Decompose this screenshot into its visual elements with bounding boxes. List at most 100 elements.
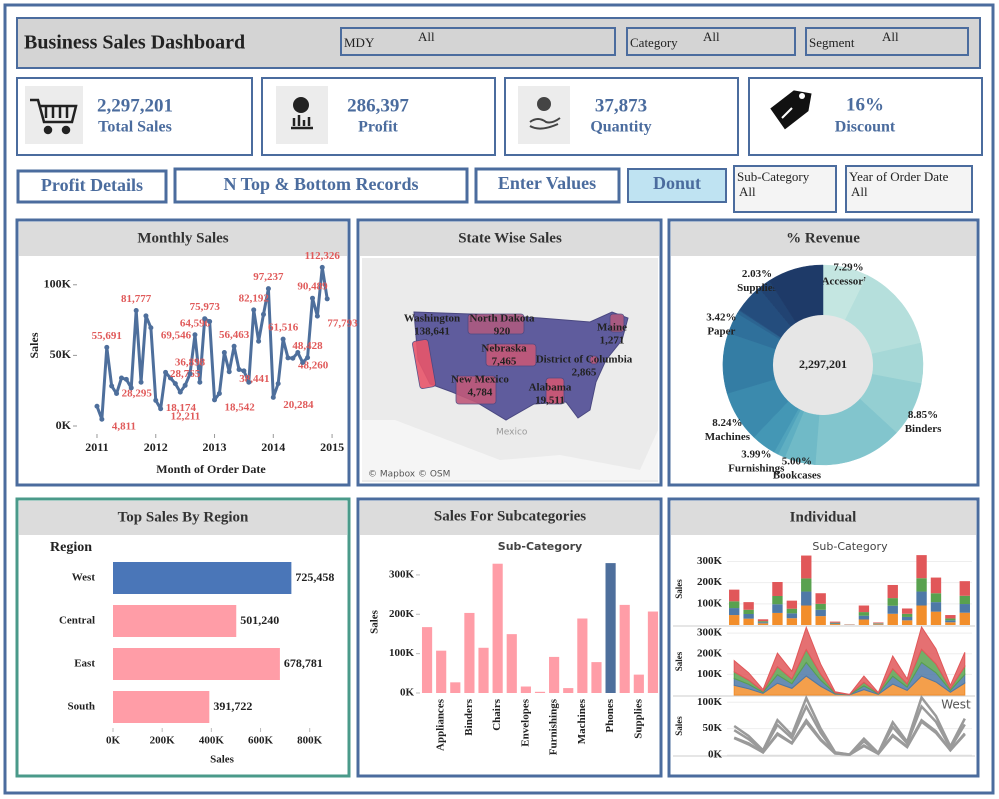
annotation: West — [941, 698, 971, 712]
bar — [605, 563, 616, 693]
x-tick-label: Appliances — [435, 698, 447, 751]
bar-segment — [887, 584, 898, 599]
bar-segment — [901, 608, 913, 614]
point — [167, 375, 173, 381]
x-tick-label: 2011 — [85, 440, 108, 454]
point — [295, 350, 301, 356]
panel-title: Sales For Subcategories — [434, 508, 586, 524]
filter-label: Category — [630, 35, 678, 50]
bar-segment — [916, 591, 927, 606]
bar-segment — [729, 601, 740, 609]
data-label: 12,211 — [171, 410, 201, 422]
x-tick-label: 2015 — [320, 440, 344, 454]
point — [265, 286, 271, 292]
point — [114, 391, 120, 397]
bar-segment — [887, 605, 898, 614]
kpi-value: 286,397 — [347, 95, 409, 116]
bar-segment — [945, 622, 956, 625]
bar — [113, 605, 237, 637]
bar — [619, 604, 630, 693]
button[interactable] — [474, 167, 621, 204]
state-value: 920 — [494, 326, 511, 338]
bar-segment — [887, 613, 898, 625]
bar — [113, 562, 292, 594]
bar — [113, 648, 280, 680]
data-label: 75,973 — [190, 301, 221, 313]
bar — [591, 662, 602, 693]
panel-title: Top Sales By Region — [118, 509, 249, 525]
filter-label: Year of Order Date — [849, 169, 949, 184]
filter-label: MDY — [344, 35, 375, 50]
state — [485, 343, 537, 367]
segment-label: Furnishings — [728, 463, 785, 475]
category-label: East — [74, 658, 95, 670]
bar-segment — [743, 602, 754, 610]
state — [412, 339, 436, 389]
land — [362, 420, 658, 480]
point — [319, 264, 325, 270]
x-tick-label: Furnishings — [548, 698, 560, 755]
point — [104, 344, 110, 350]
bar-segment — [858, 612, 870, 616]
filter[interactable] — [340, 27, 616, 56]
bar-segment — [930, 593, 942, 603]
point — [192, 332, 198, 338]
bar-segment — [772, 595, 783, 605]
point — [221, 350, 227, 356]
bar — [478, 647, 489, 693]
filter[interactable] — [626, 27, 796, 56]
point — [270, 394, 276, 400]
bar-segment — [829, 622, 841, 624]
state — [467, 313, 525, 335]
panel-header — [360, 222, 659, 256]
y-tick-label: 300K — [389, 568, 415, 580]
button[interactable] — [16, 169, 168, 204]
bar-segment — [945, 620, 956, 623]
segment-label: Accessories — [822, 276, 876, 288]
point — [123, 376, 129, 382]
filter[interactable] — [733, 165, 837, 213]
bar — [421, 627, 433, 693]
bar-segment — [858, 605, 870, 613]
bar-segment — [829, 621, 841, 623]
segment-label: Paper — [707, 325, 735, 337]
filter[interactable] — [845, 165, 973, 213]
bar — [633, 674, 644, 693]
kpi-label: Quantity — [590, 119, 651, 136]
bar-segment — [959, 604, 970, 613]
point — [118, 375, 124, 381]
bar-segment — [873, 622, 884, 624]
data-label: 18,542 — [225, 401, 256, 413]
bar-segment — [757, 622, 769, 624]
x-tick-label: 200K — [150, 735, 176, 747]
state-value: 1,271 — [600, 335, 625, 347]
filter[interactable] — [805, 27, 969, 56]
bar-segment — [959, 595, 970, 605]
bar-segment — [786, 613, 798, 619]
bar — [577, 618, 588, 693]
state-label: District of Columbia — [536, 354, 633, 366]
state — [545, 377, 565, 405]
category-label: West — [72, 572, 96, 584]
x-tick-label: 2014 — [261, 440, 285, 454]
bar-segment — [887, 598, 898, 606]
state-value: 138,641 — [414, 326, 450, 338]
x-tick-label: 2012 — [144, 440, 168, 454]
button[interactable] — [173, 167, 469, 204]
data-label: 55,691 — [92, 330, 122, 342]
bar — [450, 682, 461, 693]
state — [609, 313, 625, 333]
kpi-icon — [276, 86, 328, 144]
y-tick-label: 50K — [702, 722, 722, 734]
x-tick-label: 400K — [199, 735, 225, 747]
point — [290, 355, 296, 361]
segment-label: Machines — [705, 431, 751, 443]
point — [280, 336, 286, 342]
panel-title: Individual — [790, 509, 857, 525]
button[interactable] — [627, 168, 727, 203]
data-label: 501,240 — [240, 613, 279, 627]
point — [212, 397, 218, 403]
point — [99, 416, 105, 422]
data-label: 28,295 — [122, 388, 153, 400]
y-axis-title: Sales — [27, 332, 41, 358]
